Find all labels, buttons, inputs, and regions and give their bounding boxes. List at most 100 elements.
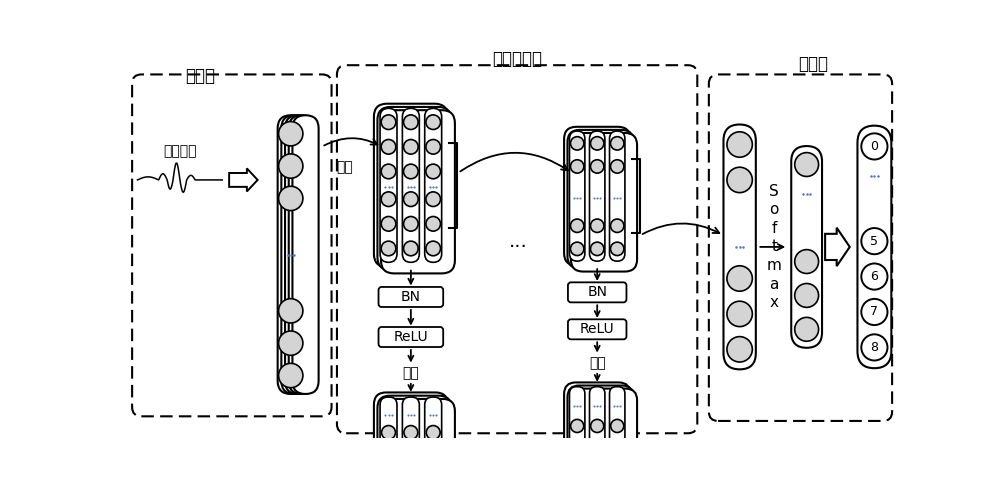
FancyBboxPatch shape — [571, 389, 637, 467]
Circle shape — [795, 317, 819, 341]
FancyBboxPatch shape — [590, 131, 605, 261]
FancyBboxPatch shape — [564, 127, 630, 265]
FancyBboxPatch shape — [610, 387, 625, 457]
Text: 池化: 池化 — [402, 366, 419, 380]
Circle shape — [570, 160, 584, 173]
FancyBboxPatch shape — [380, 108, 397, 262]
Text: 特征提取层: 特征提取层 — [492, 50, 542, 68]
Polygon shape — [229, 168, 258, 191]
Circle shape — [382, 447, 395, 461]
Circle shape — [795, 283, 819, 308]
Circle shape — [426, 216, 441, 231]
Text: 5: 5 — [870, 235, 878, 247]
Circle shape — [611, 160, 624, 173]
Circle shape — [591, 439, 604, 453]
FancyBboxPatch shape — [568, 282, 626, 303]
Circle shape — [570, 242, 584, 255]
Circle shape — [381, 192, 396, 207]
Text: ...: ... — [509, 232, 528, 251]
Circle shape — [404, 216, 418, 231]
Circle shape — [591, 242, 604, 255]
Circle shape — [404, 115, 418, 129]
Circle shape — [727, 301, 752, 327]
Circle shape — [795, 153, 819, 177]
FancyBboxPatch shape — [337, 65, 697, 433]
Circle shape — [381, 216, 396, 231]
FancyBboxPatch shape — [709, 74, 892, 421]
Circle shape — [727, 132, 752, 157]
FancyBboxPatch shape — [377, 107, 451, 270]
Text: 输出层: 输出层 — [798, 55, 828, 73]
Circle shape — [404, 241, 418, 256]
Text: 0: 0 — [870, 140, 878, 153]
Circle shape — [571, 439, 584, 453]
Circle shape — [381, 140, 396, 154]
Circle shape — [404, 447, 418, 461]
Circle shape — [404, 140, 418, 154]
FancyBboxPatch shape — [402, 397, 419, 466]
Text: 7: 7 — [870, 306, 878, 318]
Circle shape — [426, 241, 441, 256]
Circle shape — [571, 419, 584, 432]
Circle shape — [426, 192, 441, 207]
Circle shape — [611, 242, 624, 255]
Circle shape — [591, 137, 604, 150]
Text: ReLU: ReLU — [580, 322, 615, 337]
FancyBboxPatch shape — [278, 115, 304, 394]
FancyBboxPatch shape — [791, 146, 822, 348]
Text: 8: 8 — [870, 341, 878, 354]
Circle shape — [591, 160, 604, 173]
Circle shape — [611, 439, 624, 453]
Text: 卷积: 卷积 — [336, 160, 353, 174]
Circle shape — [279, 364, 303, 388]
Circle shape — [381, 241, 396, 256]
Circle shape — [591, 419, 604, 432]
Text: 池化: 池化 — [589, 356, 606, 370]
Circle shape — [727, 266, 752, 291]
FancyBboxPatch shape — [723, 124, 756, 369]
FancyBboxPatch shape — [568, 319, 626, 339]
FancyBboxPatch shape — [567, 130, 634, 269]
Circle shape — [861, 133, 887, 159]
Circle shape — [279, 122, 303, 146]
Circle shape — [426, 164, 441, 179]
FancyBboxPatch shape — [379, 287, 443, 307]
Circle shape — [279, 154, 303, 178]
Circle shape — [426, 140, 441, 154]
Circle shape — [426, 115, 441, 129]
FancyBboxPatch shape — [285, 115, 311, 394]
FancyBboxPatch shape — [381, 399, 455, 477]
FancyBboxPatch shape — [402, 108, 419, 262]
FancyBboxPatch shape — [857, 125, 891, 368]
Text: 输入层: 输入层 — [186, 67, 216, 85]
FancyBboxPatch shape — [569, 387, 585, 457]
Text: BN: BN — [587, 285, 607, 299]
FancyBboxPatch shape — [571, 133, 637, 272]
Circle shape — [591, 219, 604, 232]
FancyBboxPatch shape — [289, 115, 315, 394]
Text: ReLU: ReLU — [394, 330, 428, 344]
Circle shape — [611, 419, 624, 432]
FancyBboxPatch shape — [610, 131, 625, 261]
Circle shape — [404, 164, 418, 179]
Circle shape — [279, 186, 303, 211]
FancyBboxPatch shape — [425, 397, 442, 466]
FancyBboxPatch shape — [569, 131, 585, 261]
FancyBboxPatch shape — [374, 393, 448, 471]
Circle shape — [279, 299, 303, 323]
Text: S
o
f
t
m
a
x: S o f t m a x — [767, 184, 782, 310]
Text: 6: 6 — [870, 270, 878, 283]
Circle shape — [795, 249, 819, 274]
Circle shape — [570, 137, 584, 150]
FancyBboxPatch shape — [590, 387, 605, 457]
Circle shape — [381, 115, 396, 129]
FancyBboxPatch shape — [374, 104, 448, 267]
FancyBboxPatch shape — [564, 382, 630, 461]
Circle shape — [404, 426, 418, 439]
Circle shape — [611, 219, 624, 232]
Text: BN: BN — [401, 290, 421, 304]
FancyBboxPatch shape — [567, 386, 634, 464]
FancyBboxPatch shape — [380, 397, 397, 466]
FancyBboxPatch shape — [292, 115, 319, 394]
Circle shape — [727, 167, 752, 193]
